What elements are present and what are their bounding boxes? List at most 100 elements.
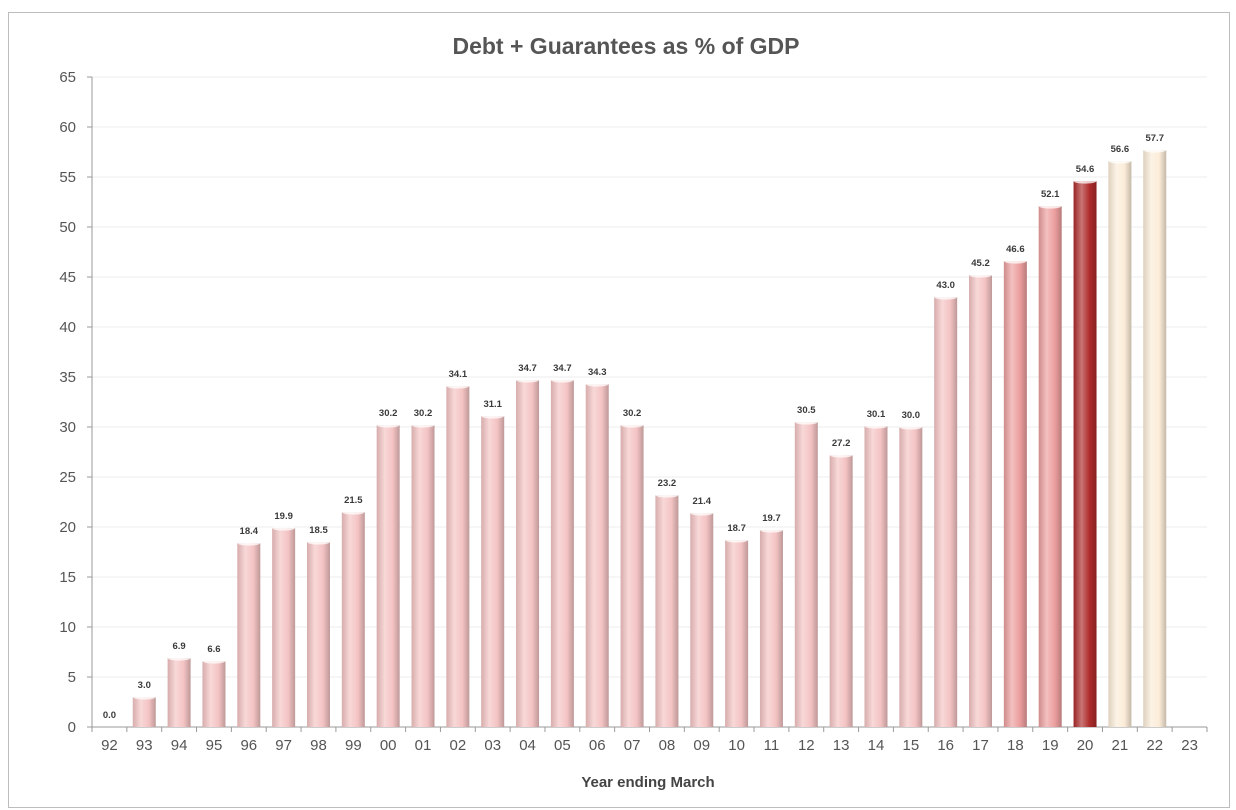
x-tick-label: 22 (1146, 737, 1163, 754)
y-tick-label: 25 (59, 469, 76, 486)
bar-20 (1073, 181, 1097, 727)
bar-cap-14 (864, 423, 888, 429)
bar-cap-18 (1003, 258, 1027, 264)
data-label-07: 30.2 (623, 408, 642, 419)
y-tick-label: 40 (59, 319, 76, 336)
data-label-11: 19.7 (762, 513, 781, 524)
chart: Debt + Guarantees as % of GDP 0 5 10 15 20 25… (59, 33, 1208, 791)
x-tick-label: 14 (868, 737, 885, 754)
data-label-17: 45.2 (971, 258, 990, 269)
y-tick-label: 0 (68, 719, 76, 736)
bar-cap-95 (202, 658, 226, 664)
bar-01 (411, 425, 435, 727)
x-tick-label: 06 (589, 737, 606, 754)
bar-00 (376, 425, 400, 727)
data-label-06: 34.3 (588, 367, 607, 378)
y-tick-labels: 0 5 10 15 20 25 30 35 40 45 50 55 60 65 (59, 69, 76, 736)
x-tick-label: 15 (902, 737, 919, 754)
bar-cap-93 (132, 694, 156, 700)
x-tick-label: 95 (206, 737, 223, 754)
y-tick-label: 55 (59, 169, 76, 186)
bar-13 (829, 455, 853, 727)
bar-cap-02 (446, 383, 470, 389)
y-tick-label: 5 (68, 669, 76, 686)
data-label-08: 23.2 (658, 478, 677, 489)
x-tick-labels: 92 93 94 95 96 97 98 99 00 01 02 03 04 05 06 07 08 09 10 11… (101, 737, 1198, 754)
x-tick-label: 02 (450, 737, 467, 754)
data-label-94: 6.9 (173, 641, 186, 652)
bar-cap-22 (1143, 147, 1167, 153)
x-tick-label: 98 (310, 737, 327, 754)
bar-cap-98 (306, 539, 330, 545)
data-label-05: 34.7 (553, 363, 572, 374)
bar-cap-94 (167, 655, 191, 661)
x-tick-label: 01 (415, 737, 432, 754)
x-tick-label: 19 (1042, 737, 1059, 754)
bar-cap-11 (759, 527, 783, 533)
bar-03 (481, 416, 505, 727)
bar-10 (725, 540, 749, 727)
y-tick-label: 20 (59, 519, 76, 536)
bar-cap-96 (237, 540, 261, 546)
y-tick-label: 30 (59, 419, 76, 436)
bar-cap-08 (655, 492, 679, 498)
x-tick-label: 20 (1077, 737, 1094, 754)
bar-97 (272, 528, 296, 727)
data-label-95: 6.6 (207, 644, 220, 655)
bar-21 (1108, 161, 1132, 727)
bar-cap-99 (341, 509, 365, 515)
x-tick-label: 93 (136, 737, 153, 754)
data-label-00: 30.2 (379, 408, 398, 419)
bar-14 (864, 426, 888, 727)
bar-cap-09 (690, 510, 714, 516)
y-tick-label: 10 (59, 619, 76, 636)
x-tick-label: 11 (764, 737, 780, 754)
x-tick-label: 94 (171, 737, 188, 754)
data-label-98: 18.5 (309, 525, 328, 536)
bar-cap-04 (516, 377, 540, 383)
x-tick-label: 17 (972, 737, 989, 754)
bar-05 (550, 380, 574, 727)
bar-96 (237, 543, 261, 727)
bar-09 (690, 513, 714, 727)
bar-04 (516, 380, 540, 727)
data-label-19: 52.1 (1041, 189, 1060, 200)
x-tick-label: 03 (484, 737, 501, 754)
y-tick-label: 35 (59, 369, 76, 386)
y-tick-label: 15 (59, 569, 76, 586)
x-tick-label: 00 (380, 737, 397, 754)
bar-98 (306, 542, 330, 727)
data-label-99: 21.5 (344, 495, 363, 506)
bar-17 (969, 275, 993, 727)
y-tick-label: 65 (59, 69, 76, 86)
bar-15 (899, 427, 923, 727)
bar-cap-17 (969, 272, 993, 278)
bar-cap-03 (481, 413, 505, 419)
bar-cap-20 (1073, 178, 1097, 184)
data-label-13: 27.2 (832, 438, 851, 449)
bars (132, 147, 1167, 727)
bar-cap-01 (411, 422, 435, 428)
x-tick-label: 99 (345, 737, 362, 754)
bar-18 (1003, 261, 1027, 727)
data-label-04: 34.7 (518, 363, 537, 374)
data-label-10: 18.7 (727, 523, 746, 534)
chart-title: Debt + Guarantees as % of GDP (452, 33, 799, 59)
data-label-20: 54.6 (1076, 164, 1095, 175)
y-tick-label: 45 (59, 269, 76, 286)
bar-cap-97 (272, 525, 296, 531)
data-label-01: 30.2 (414, 408, 433, 419)
x-tick-label: 07 (624, 737, 641, 754)
x-tick-label: 16 (937, 737, 954, 754)
bar-93 (132, 697, 156, 727)
chart-frame: Debt + Guarantees as % of GDP 0 5 10 15 20 25… (8, 12, 1230, 808)
data-label-97: 19.9 (274, 511, 293, 522)
bar-cap-13 (829, 452, 853, 458)
y-tick-label: 60 (59, 119, 76, 136)
x-tick-label: 21 (1112, 737, 1129, 754)
data-label-12: 30.5 (797, 405, 816, 416)
bar-cap-16 (934, 294, 958, 300)
data-label-96: 18.4 (240, 526, 259, 537)
bar-12 (794, 422, 818, 727)
data-label-02: 34.1 (449, 369, 468, 380)
